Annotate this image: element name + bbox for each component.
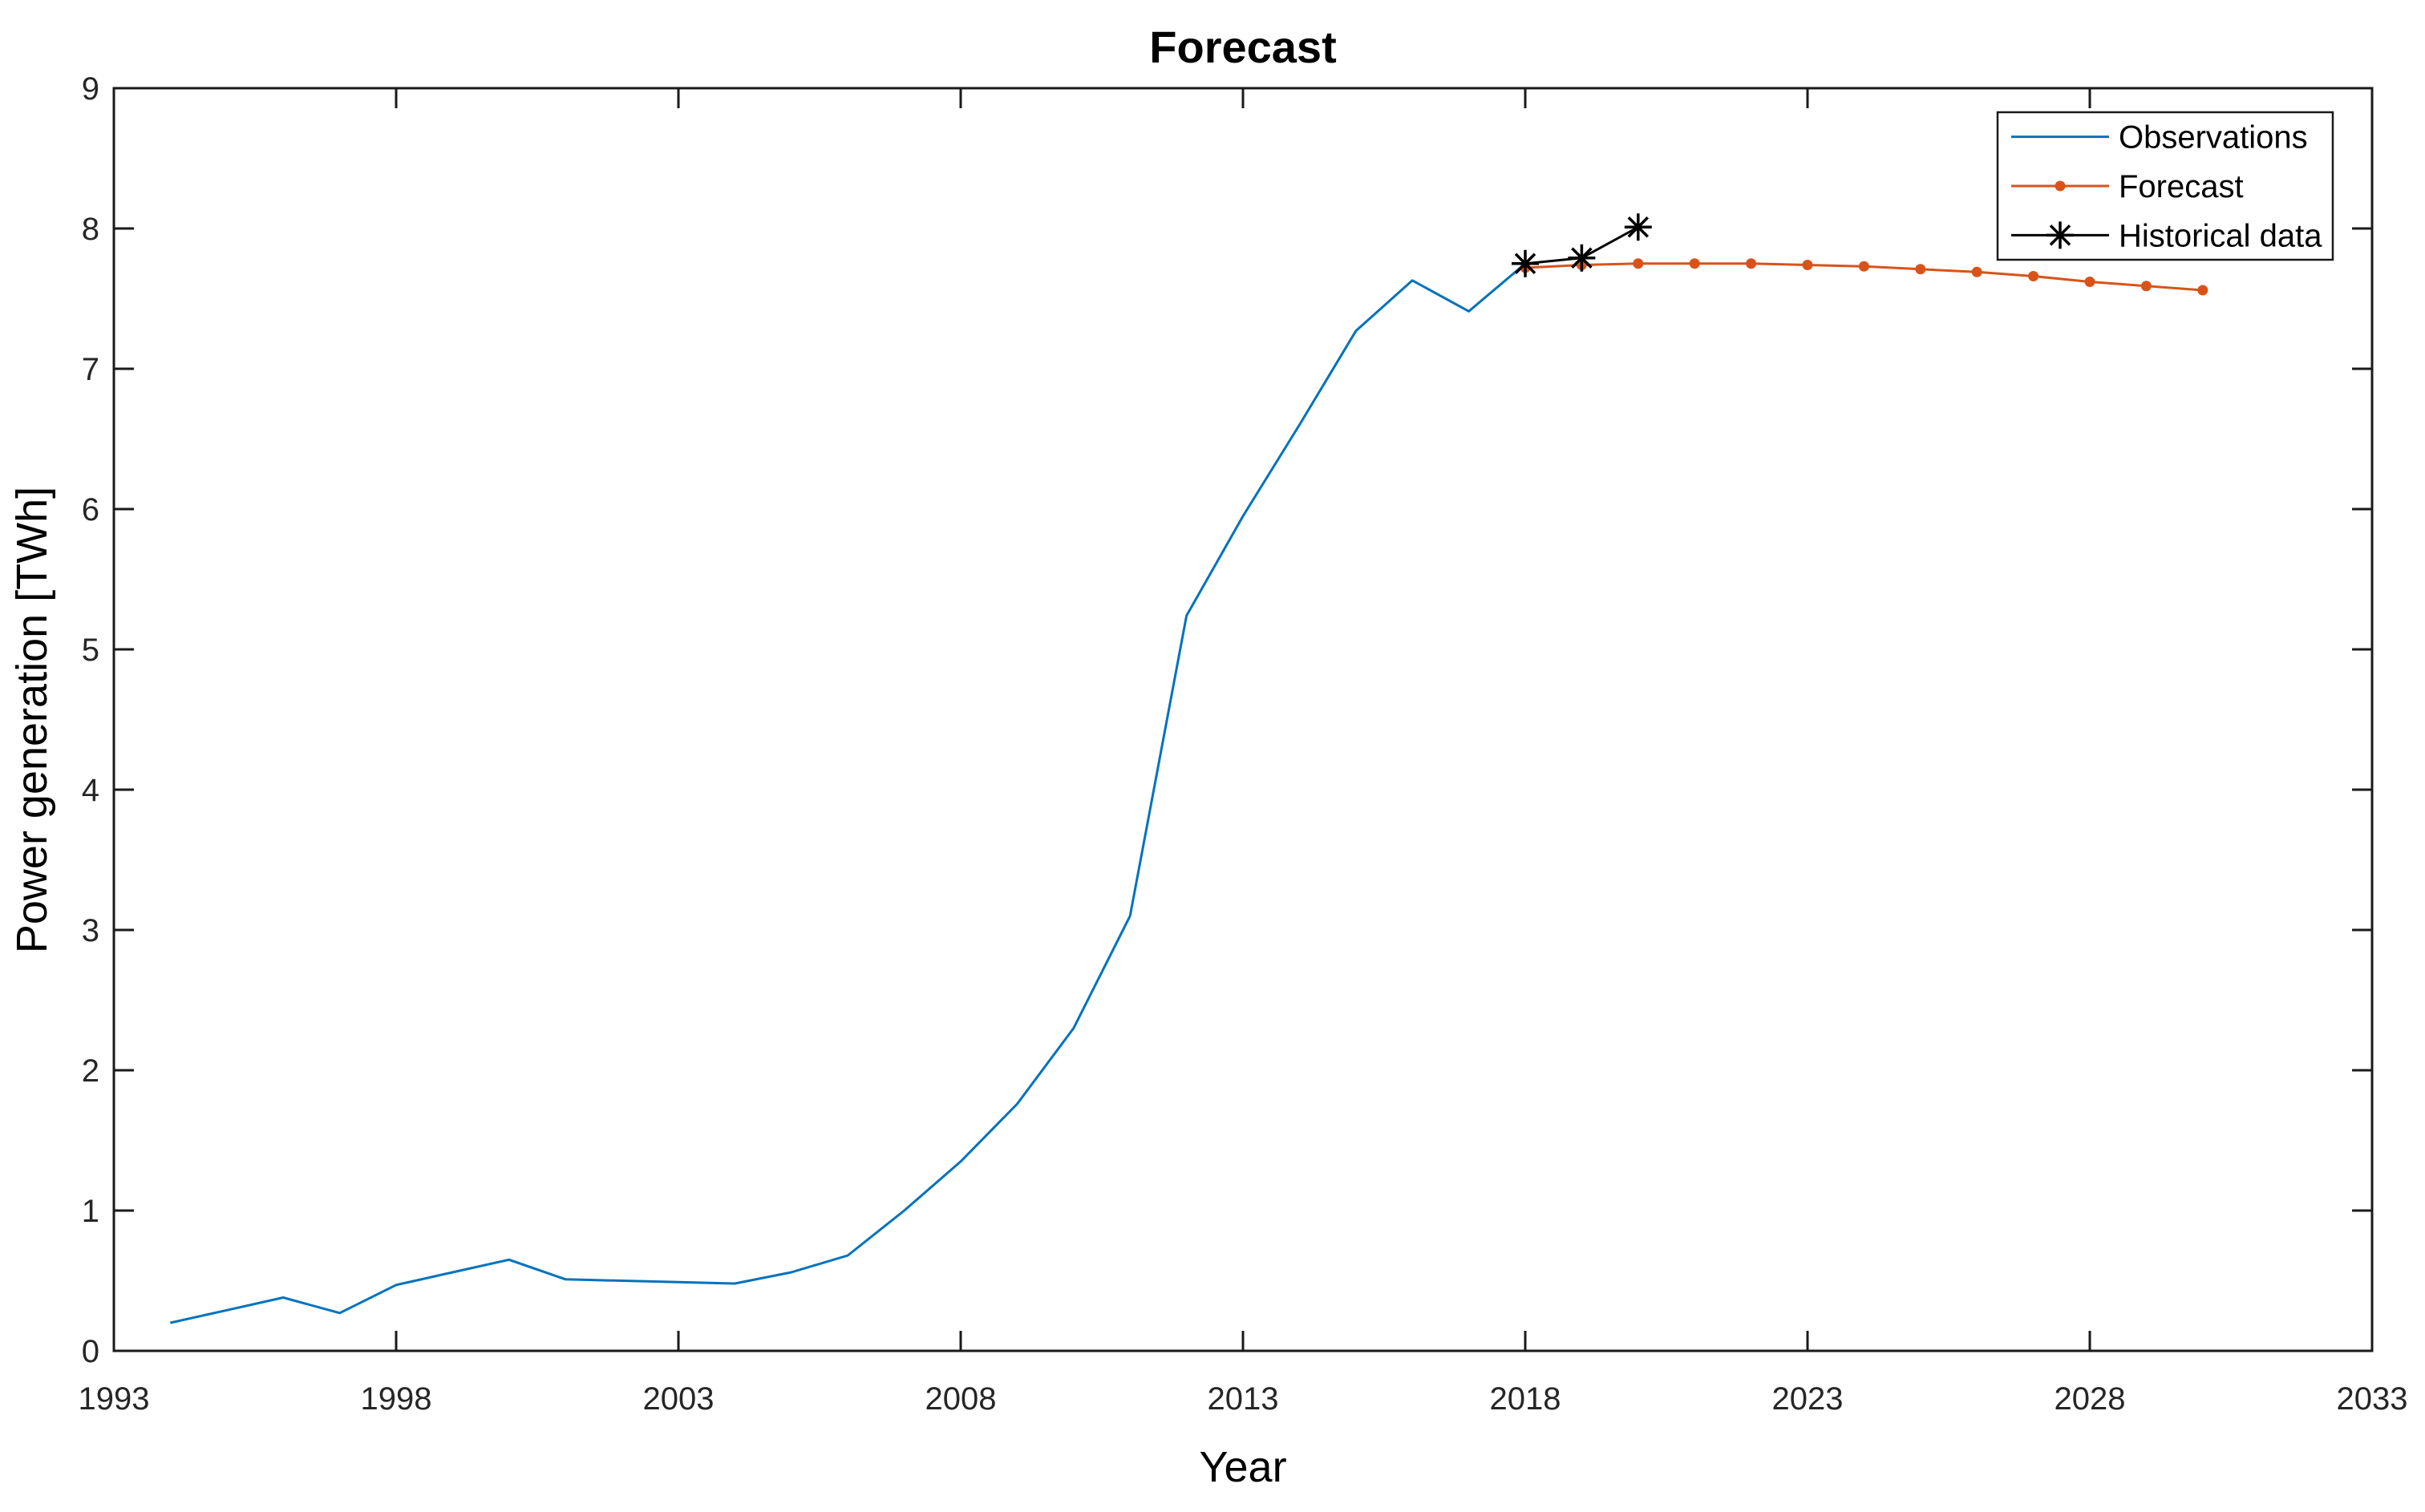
y-tick-label: 6	[82, 492, 99, 528]
y-tick-label: 5	[82, 633, 99, 668]
dot-marker	[1858, 261, 1869, 272]
dot-marker	[2197, 285, 2208, 296]
y-tick-label: 0	[82, 1334, 99, 1369]
dot-marker	[2055, 180, 2066, 192]
x-tick-label: 2018	[1490, 1381, 1561, 1417]
y-tick-label: 1	[82, 1194, 99, 1229]
x-tick-label: 1998	[361, 1381, 432, 1417]
legend-label-historical-data: Historical data	[2119, 218, 2322, 253]
dot-marker	[1689, 258, 1700, 269]
y-tick-label: 7	[82, 352, 99, 387]
x-tick-label: 2028	[2055, 1381, 2126, 1417]
legend-item-historical-data[interactable]: Historical data	[2011, 218, 2322, 253]
y-tick-label: 3	[82, 913, 99, 948]
asterisk-marker	[1624, 213, 1652, 241]
y-tick-label: 8	[82, 212, 99, 247]
dot-marker	[2028, 271, 2039, 281]
legend-item-observations[interactable]: Observations	[2011, 120, 2308, 156]
asterisk-spoke	[1627, 216, 1650, 238]
asterisk-spoke	[2049, 224, 2071, 246]
asterisk-marker	[1512, 249, 1539, 277]
x-tick-label: 2008	[925, 1381, 997, 1417]
asterisk-marker	[1568, 244, 1596, 272]
dot-marker	[1915, 264, 1926, 275]
dot-marker	[1633, 258, 1644, 269]
observations-line[interactable]	[170, 262, 1526, 1324]
asterisk-marker	[2046, 221, 2074, 249]
series-observations	[170, 262, 1526, 1324]
y-tick-label: 4	[82, 773, 99, 808]
dot-marker	[1746, 258, 1757, 269]
x-axis-label: Year	[1199, 1443, 1286, 1491]
x-tick-label: 2023	[1772, 1381, 1844, 1417]
asterisk-spoke	[1571, 247, 1593, 269]
x-tick-label: 2033	[2337, 1381, 2408, 1417]
legend-item-forecast[interactable]: Forecast	[2011, 169, 2244, 204]
series-forecast	[1520, 258, 2208, 296]
asterisk-spoke	[1514, 253, 1536, 275]
x-tick-label: 2003	[643, 1381, 715, 1417]
series-historical-data	[1512, 213, 1652, 277]
legend: Observations Forecast Historical data	[1996, 111, 2334, 261]
y-tick-label: 2	[82, 1053, 99, 1089]
x-tick-label: 1993	[79, 1381, 150, 1417]
dot-marker	[1802, 260, 1813, 270]
y-axis-label: Power generation [TWh]	[8, 487, 56, 953]
dot-marker	[2084, 277, 2095, 287]
plot-area	[112, 87, 2374, 1352]
x-tick-label: 2013	[1208, 1381, 1279, 1417]
dot-marker	[1971, 266, 1982, 277]
y-tick-label: 9	[82, 71, 99, 107]
chart-title: Forecast	[1149, 22, 1336, 72]
dot-marker	[2140, 281, 2152, 292]
legend-label-observations: Observations	[2119, 120, 2308, 156]
legend-label-forecast: Forecast	[2119, 169, 2244, 204]
